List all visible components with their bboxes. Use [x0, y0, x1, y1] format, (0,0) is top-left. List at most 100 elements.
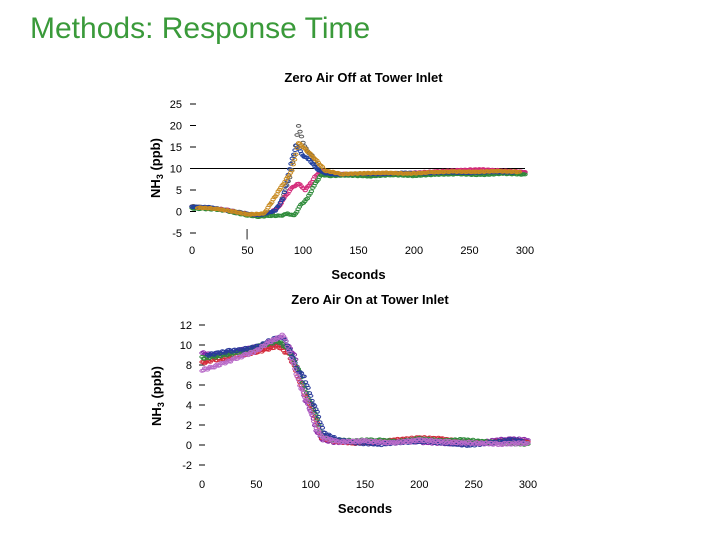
series-4 [189, 143, 517, 218]
data-point [297, 149, 303, 154]
y-tick-label: 6 [186, 380, 192, 392]
data-point [284, 344, 290, 349]
data-point [305, 402, 312, 407]
data-point [306, 391, 313, 395]
x-tick-label: 300 [519, 479, 537, 491]
data-point [295, 124, 302, 128]
x-tick-label: 100 [294, 245, 312, 257]
x-tick-label: 150 [349, 245, 367, 257]
data-point [327, 436, 333, 441]
series-5 [194, 141, 523, 217]
data-point [522, 172, 528, 177]
data-point [309, 413, 316, 418]
data-point [302, 199, 308, 204]
data-point [516, 170, 523, 174]
data-point [305, 385, 311, 390]
x-tick-label: 250 [460, 245, 478, 257]
x-axis-label: Seconds [331, 267, 385, 282]
data-point [291, 157, 298, 162]
data-point [207, 360, 213, 364]
data-point [308, 189, 315, 194]
data-point [312, 422, 318, 427]
data-point [278, 334, 284, 339]
chart-1: Zero Air Off at Tower Inlet-505101520250… [148, 70, 534, 282]
y-axis-label: NH3 (ppb) [148, 138, 165, 198]
data-point [300, 390, 307, 395]
y-tick-label: 12 [180, 320, 192, 332]
y-tick-label: 10 [180, 340, 192, 352]
x-tick-label: 150 [356, 479, 374, 491]
slide-title: Methods: Response Time [30, 12, 371, 45]
data-point [290, 361, 297, 366]
data-point [281, 190, 288, 195]
data-point [270, 209, 276, 214]
data-point [293, 152, 299, 157]
data-point [298, 134, 305, 139]
data-point [265, 347, 272, 352]
y-tick-label: -2 [182, 460, 192, 472]
x-tick-label: 200 [405, 245, 423, 257]
data-point [295, 378, 302, 382]
data-point [298, 143, 304, 147]
chart-2: Zero Air On at Tower Inlet -2 0 2 4 6 8 10 12 0 50… [149, 292, 537, 516]
y-tick-label: 25 [170, 99, 182, 111]
data-point [294, 133, 300, 137]
data-point [301, 374, 307, 379]
data-point [297, 383, 303, 388]
y-tick-label: 4 [186, 400, 192, 412]
chart-title: Zero Air On at Tower Inlet [291, 292, 449, 307]
y-tick-label: 15 [170, 142, 182, 154]
x-axis-label: Seconds [338, 501, 392, 516]
data-point [525, 441, 531, 445]
x-tick-label: 250 [464, 479, 482, 491]
y-axis-label: NH3 (ppb) [149, 366, 166, 426]
data-point [304, 399, 310, 403]
data-point [285, 348, 292, 353]
data-point [288, 356, 294, 361]
y-tick-label: 8 [186, 360, 192, 372]
data-point [297, 182, 303, 187]
data-point [292, 367, 298, 371]
data-point [270, 197, 276, 202]
y-tick-label: 0 [176, 207, 182, 219]
data-point [291, 152, 297, 157]
data-point [302, 380, 309, 385]
x-tick-label: 0 [199, 479, 205, 491]
data-point [303, 390, 310, 395]
y-tick-label: 0 [186, 440, 192, 452]
data-point [289, 168, 295, 173]
annotation: | [246, 228, 249, 240]
x-tick-label: 200 [410, 479, 428, 491]
data-point [314, 416, 321, 421]
data-point [272, 338, 278, 343]
y-tick-label: 20 [170, 121, 182, 133]
data-point [314, 409, 320, 414]
data-point [310, 186, 316, 190]
x-tick-label: 50 [241, 245, 253, 257]
y-tick-label: 10 [170, 164, 182, 176]
data-point [287, 350, 293, 355]
data-point [284, 343, 290, 348]
chart-title: Zero Air Off at Tower Inlet [284, 70, 443, 85]
data-point [297, 129, 303, 134]
data-point [319, 425, 326, 430]
data-point [280, 197, 286, 201]
data-point [308, 394, 314, 398]
data-point [234, 349, 241, 353]
data-point [290, 162, 296, 167]
y-tick-label: -5 [172, 228, 182, 240]
y-tick-label: 2 [186, 420, 192, 432]
x-tick-label: 0 [189, 245, 195, 257]
x-tick-label: 100 [301, 479, 319, 491]
data-point [294, 146, 300, 150]
data-point [280, 334, 287, 339]
series-2 [199, 343, 531, 447]
series-5 [199, 332, 531, 448]
data-point [315, 414, 322, 419]
data-point [252, 212, 258, 217]
x-tick-label: 50 [250, 479, 262, 491]
data-point [283, 339, 289, 344]
data-point [245, 353, 251, 358]
x-tick-label: 300 [516, 245, 534, 257]
